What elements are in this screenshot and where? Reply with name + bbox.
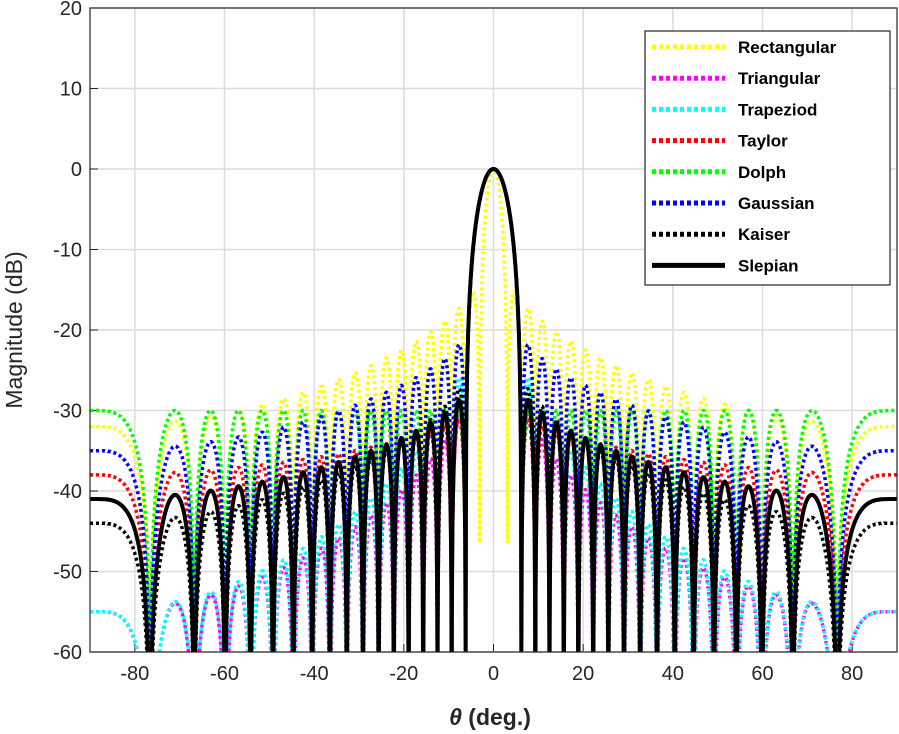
y-tick-label: -50 (53, 562, 82, 584)
legend-label: Kaiser (738, 225, 790, 244)
series-line-slepian (90, 167, 897, 652)
y-tick-label: -30 (53, 401, 82, 423)
series-lines (90, 167, 897, 652)
legend-label: Gaussian (738, 194, 815, 213)
plot-frame (89, 7, 898, 653)
y-tick-label: 10 (60, 79, 82, 101)
legend-label: Triangular (738, 69, 821, 88)
x-tick-label: 20 (572, 663, 594, 685)
x-tick-label: 0 (488, 663, 499, 685)
x-tick-label: 80 (841, 663, 863, 685)
legend-box (644, 30, 891, 286)
y-tick-label: 0 (71, 159, 82, 181)
x-tick-label: -40 (300, 663, 329, 685)
legend-label: Taylor (738, 132, 788, 151)
legend-label: Dolph (738, 163, 786, 182)
legend-label: Slepian (738, 256, 798, 275)
x-tick-label: 60 (751, 663, 773, 685)
legend-label: Trapeziod (738, 100, 817, 119)
y-tick-label: -10 (53, 240, 82, 262)
tick-labels: -80 -60 -40 -20 0 20 40 60 80 -60 -50 -40 -30 -20 -10 0… (53, 0, 863, 685)
y-tick-label: -20 (53, 320, 82, 342)
y-axis-label: Magnitude (dB) (1, 251, 27, 408)
y-tick-label: -60 (53, 642, 82, 664)
x-tick-label: -60 (210, 663, 239, 685)
x-tick-label: -20 (389, 663, 418, 685)
legend-label: Rectangular (738, 38, 837, 57)
x-axis-label: θ (deg.) (449, 704, 531, 730)
x-tick-label: 40 (662, 663, 684, 685)
y-tick-label: -40 (53, 481, 82, 503)
legend: Rectangular Triangular Trapeziod Taylor Dolp… (644, 30, 891, 286)
x-tick-label: -80 (120, 663, 149, 685)
y-tick-label: 20 (60, 0, 82, 20)
